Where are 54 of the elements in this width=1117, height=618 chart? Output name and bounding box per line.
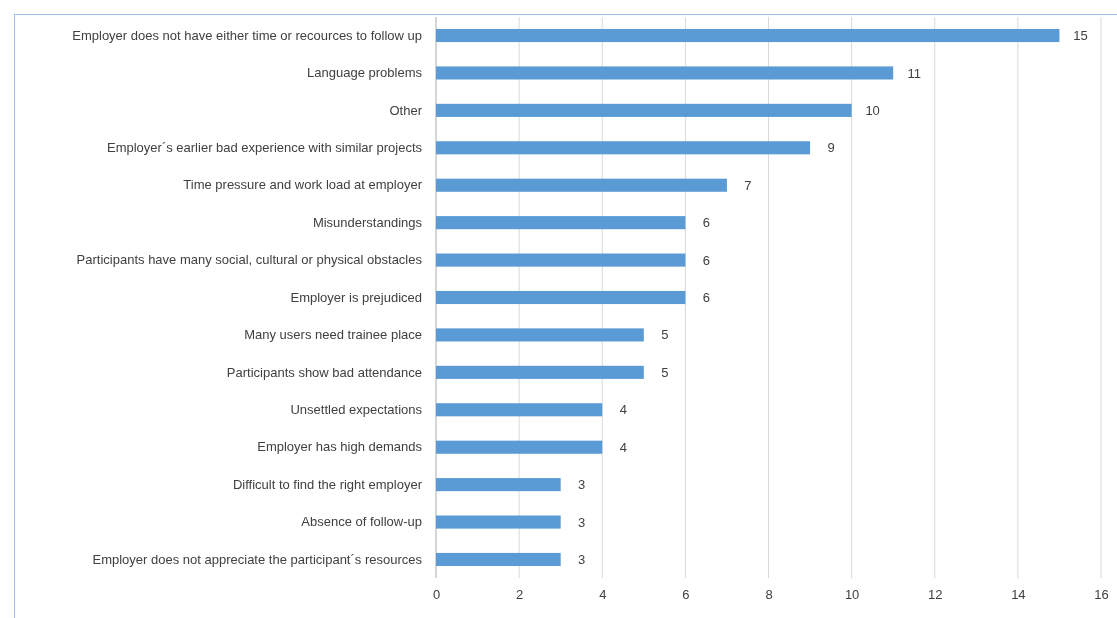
y-tick-label: Employer´s earlier bad experience with similar projects (106, 139, 423, 155)
y-tick-label: Difficult to find the right employer (232, 476, 423, 492)
data-label: 5 (661, 327, 669, 343)
bar (436, 216, 686, 230)
x-tick-label: 14 (1011, 587, 1026, 603)
x-tick-label: 6 (682, 587, 690, 603)
x-tick-label: 8 (765, 587, 773, 603)
bar (436, 178, 727, 192)
data-label: 4 (619, 402, 627, 418)
data-label: 5 (661, 364, 669, 380)
y-tick-label: Language problems (307, 65, 423, 81)
data-label: 3 (578, 552, 586, 568)
bar (436, 141, 811, 155)
data-label: 9 (827, 140, 835, 156)
data-label: 4 (619, 439, 627, 455)
bar (436, 253, 686, 267)
y-tick-label: Employer is prejudiced (290, 289, 422, 305)
bar (436, 515, 561, 529)
data-label: 15 (1073, 28, 1088, 44)
y-tick-label: Participants show bad attendance (226, 364, 422, 380)
bar (436, 478, 561, 492)
y-tick-label: Employer has high demands (257, 439, 423, 455)
x-tick-label: 16 (1094, 587, 1109, 603)
y-tick-label: Time pressure and work load at employer (183, 177, 423, 193)
y-tick-label: Absence of follow-up (301, 514, 422, 530)
y-tick-label: Many users need trainee place (244, 327, 422, 343)
y-tick-label: Misunderstandings (312, 214, 423, 230)
x-tick-label: 12 (928, 587, 943, 603)
data-label: 6 (702, 290, 710, 306)
data-label: 7 (744, 177, 752, 193)
x-tick-label: 0 (432, 587, 441, 603)
bar (436, 103, 852, 117)
data-label: 3 (578, 514, 586, 530)
y-tick-label: Employer does not appreciate the participant´s resources (92, 551, 423, 567)
data-label: 6 (702, 215, 710, 231)
x-tick-label: 2 (516, 587, 524, 603)
y-tick-label: Other (389, 102, 423, 118)
bar (436, 403, 603, 417)
bar (436, 66, 894, 80)
bar (436, 290, 686, 305)
data-label: 3 (578, 477, 586, 493)
bar (436, 28, 1060, 43)
x-tick-label: 4 (599, 587, 607, 603)
data-label: 11 (907, 65, 921, 81)
y-tick-label: Employer does not have either time or recources to follow up (72, 27, 422, 43)
bar (436, 365, 644, 379)
data-label: 10 (865, 102, 880, 118)
y-tick-label: Unsettled expectations (290, 401, 423, 417)
bar (436, 440, 603, 454)
x-tick-label: 10 (844, 587, 860, 603)
data-label: 6 (702, 252, 710, 268)
bar (436, 328, 644, 342)
y-tick-label: Participants have many social, cultural or physical obstacles (76, 252, 423, 268)
bar (436, 552, 561, 567)
